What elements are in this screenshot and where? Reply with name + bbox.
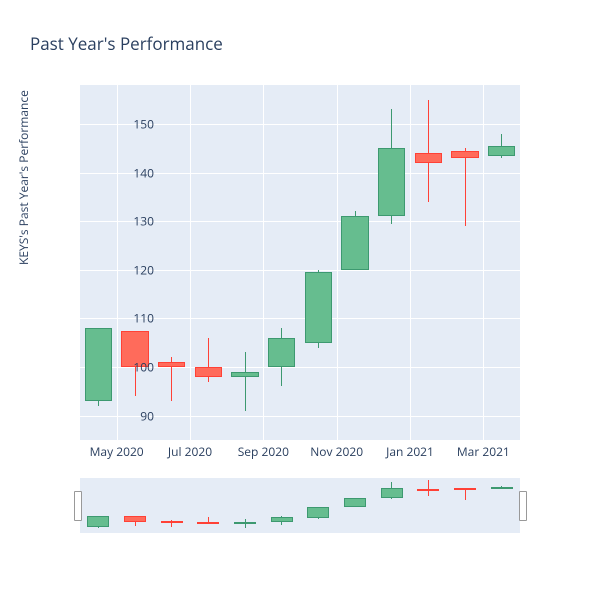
range-candle-body (381, 488, 403, 499)
range-candle-body (417, 489, 439, 491)
candle-wick (428, 100, 429, 202)
range-candle-body (344, 498, 366, 506)
candle-body[interactable] (341, 216, 369, 269)
x-tick-label: Mar 2021 (457, 443, 510, 460)
range-candle-body (271, 517, 293, 522)
y-tick-label: 140 (133, 164, 154, 181)
y-tick-label: 100 (133, 359, 154, 376)
candle-body[interactable] (378, 148, 406, 216)
candle-body[interactable] (195, 367, 223, 377)
y-tick-label: 130 (133, 213, 154, 230)
range-candle-body (87, 516, 109, 527)
range-candle-body (197, 522, 219, 524)
grid-line-vertical (410, 85, 411, 440)
x-tick-label: Sep 2020 (238, 443, 289, 460)
candle-body[interactable] (231, 372, 259, 377)
y-axis-label: KEYS's Past Year's Performance (15, 90, 32, 265)
candle-wick (245, 352, 246, 410)
candle-body[interactable] (488, 146, 516, 156)
range-candle-body (124, 516, 146, 522)
grid-line-vertical (263, 85, 264, 440)
x-tick-label: Nov 2020 (310, 443, 363, 460)
chart-title: Past Year's Performance (30, 32, 223, 55)
range-handle-left[interactable] (74, 491, 82, 521)
grid-line-vertical (117, 85, 118, 440)
y-tick-label: 90 (140, 407, 154, 424)
grid-line-vertical (483, 85, 484, 440)
candle-body[interactable] (158, 362, 186, 367)
candle-body[interactable] (268, 338, 296, 367)
range-candle-body (234, 522, 256, 524)
range-selector-chart[interactable] (80, 478, 520, 533)
range-candle-body (161, 521, 183, 523)
range-candle-body (307, 507, 329, 518)
x-tick-label: Jan 2021 (386, 443, 434, 460)
range-handle-right[interactable] (519, 491, 527, 521)
candle-body[interactable] (415, 153, 443, 163)
candle-wick (465, 148, 466, 226)
x-tick-label: Jul 2020 (168, 443, 212, 460)
grid-line-vertical (190, 85, 191, 440)
candle-body[interactable] (305, 272, 333, 343)
candle-body[interactable] (85, 328, 113, 401)
range-candle-body (454, 488, 476, 490)
y-tick-label: 110 (133, 310, 154, 327)
chart-container: Past Year's Performance KEYS's Past Year… (0, 0, 600, 600)
range-candle-body (491, 487, 513, 489)
y-tick-label: 120 (133, 261, 154, 278)
y-tick-label: 150 (133, 115, 154, 132)
candle-body[interactable] (451, 151, 479, 158)
x-tick-label: May 2020 (90, 443, 144, 460)
grid-line-vertical (337, 85, 338, 440)
